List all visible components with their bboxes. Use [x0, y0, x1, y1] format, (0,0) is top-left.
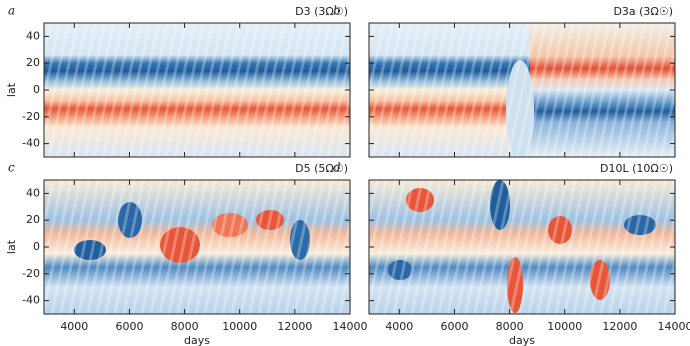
x-tick-label: 12000 — [277, 320, 312, 333]
heatmap-b — [369, 23, 675, 157]
y-tick-label: 20 — [26, 56, 40, 69]
x-tick-label: 10000 — [547, 320, 582, 333]
x-tick-label: 6000 — [115, 320, 143, 333]
x-tick-label: 12000 — [602, 320, 637, 333]
x-tick-label: 8000 — [496, 320, 524, 333]
y-tick-label: -40 — [22, 294, 40, 307]
heatmap-d — [369, 180, 675, 314]
heatmap-c — [44, 180, 350, 314]
y-tick-label: -20 — [22, 110, 40, 123]
panel-title: D5 (5Ω☉) — [295, 162, 348, 175]
x-tick-label: 14000 — [658, 320, 690, 333]
x-tick-label: 14000 — [333, 320, 368, 333]
x-tick-label: 4000 — [385, 320, 413, 333]
y-tick-label: 0 — [33, 240, 40, 253]
x-tick-label: 8000 — [171, 320, 199, 333]
y-tick-label: 40 — [26, 29, 40, 42]
y-tick-label: 20 — [26, 213, 40, 226]
panel-label: c — [8, 161, 15, 175]
y-axis-label: lat — [5, 239, 18, 254]
x-tick-label: 10000 — [222, 320, 257, 333]
heatmap-a — [44, 23, 350, 157]
panel-label: b — [333, 4, 341, 18]
panel-title: D10L (10Ω☉) — [600, 162, 673, 175]
panel-title: D3 (3Ω☉) — [295, 5, 348, 18]
panel-title: D3a (3Ω☉) — [613, 5, 673, 18]
x-tick-label: 4000 — [60, 320, 88, 333]
y-axis-label: lat — [5, 82, 18, 97]
y-tick-label: 40 — [26, 186, 40, 199]
x-axis-label: days — [184, 334, 210, 346]
x-tick-label: 6000 — [440, 320, 468, 333]
panel-label: d — [333, 161, 341, 175]
y-tick-label: -20 — [22, 267, 40, 280]
y-tick-label: 0 — [33, 83, 40, 96]
panel-label: a — [8, 4, 15, 18]
x-axis-label: days — [509, 334, 535, 346]
y-tick-label: -40 — [22, 137, 40, 150]
